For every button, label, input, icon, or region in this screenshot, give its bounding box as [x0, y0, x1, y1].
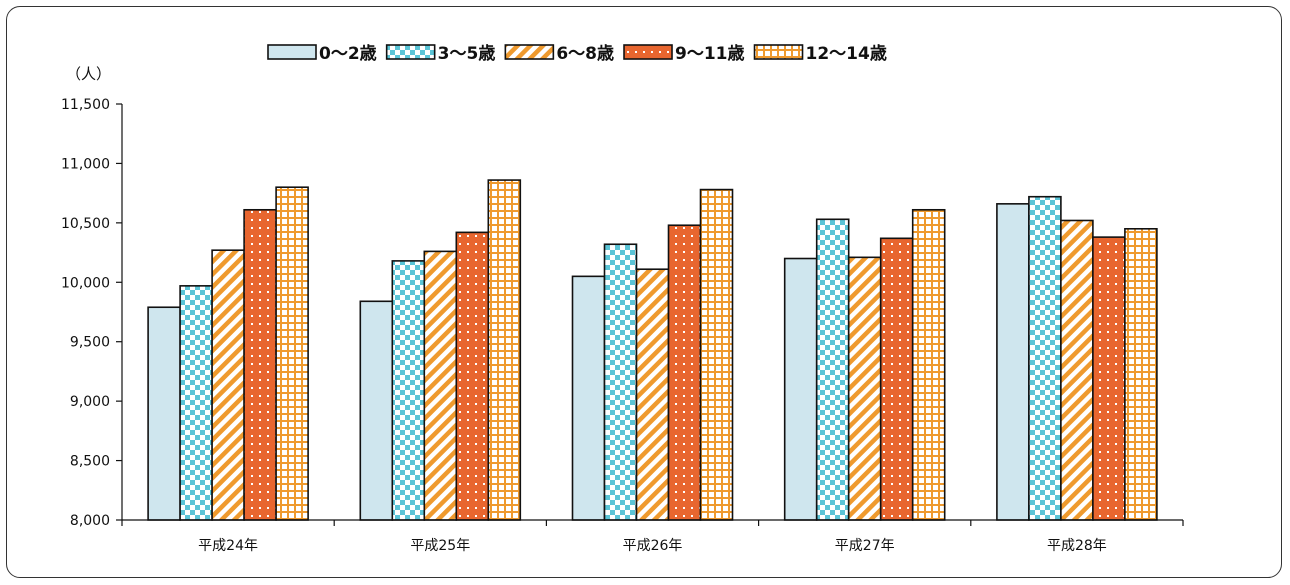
bar	[423, 250, 458, 521]
y-unit-label: （人）	[66, 65, 111, 83]
bar	[487, 179, 522, 521]
x-tick-label: 平成27年	[835, 538, 895, 554]
x-tick-label: 平成26年	[623, 538, 683, 554]
y-tick-label: 9,500	[70, 335, 110, 351]
x-tick-label: 平成25年	[410, 538, 470, 554]
y-tick-label: 10,000	[61, 275, 110, 291]
x-axis: 平成24年 平成25年 平成26年 平成27年 平成28年	[121, 519, 1184, 554]
legend-label: 9～11歳	[675, 43, 745, 64]
bar	[783, 257, 818, 521]
legend-swatch	[267, 44, 317, 60]
bar	[879, 237, 914, 521]
legend-label: 6～8歳	[556, 43, 614, 64]
bar	[275, 186, 309, 521]
bar	[1028, 195, 1062, 521]
y-tick-label: 8,500	[70, 454, 110, 470]
bar	[455, 231, 490, 521]
bar	[1092, 236, 1126, 521]
legend-swatch	[623, 44, 673, 60]
bar	[603, 243, 638, 521]
bar	[179, 285, 213, 521]
bar	[815, 218, 850, 521]
bar	[211, 249, 245, 521]
bar	[391, 260, 426, 521]
bar	[847, 256, 882, 521]
legend-label: 0～2歳	[319, 43, 377, 64]
bar	[699, 188, 734, 521]
bar	[635, 268, 670, 521]
bar	[667, 224, 702, 521]
y-axis: 8,000 8,500 9,000 9,500 10,000 10,500 11,000 11…	[61, 97, 123, 529]
y-tick-label: 9,000	[70, 394, 110, 410]
bar	[243, 208, 277, 521]
y-tick-label: 8,000	[70, 513, 110, 529]
legend-label: 12～14歳	[806, 43, 887, 64]
bars	[147, 179, 1158, 521]
x-tick-label: 平成28年	[1047, 538, 1107, 554]
legend-swatch	[385, 44, 436, 60]
legend-swatch	[753, 44, 804, 60]
y-tick-label: 11,000	[61, 156, 110, 172]
legend-swatch	[504, 44, 555, 60]
bar	[359, 300, 394, 521]
x-tick-label: 平成24年	[198, 538, 258, 554]
bar	[1060, 219, 1094, 521]
legend: 0～2歳 3～5歳 6～8歳 9～11歳 12～14歳	[267, 43, 887, 64]
y-tick-label: 11,500	[61, 97, 110, 113]
bar	[1124, 228, 1158, 521]
y-tick-label: 10,500	[61, 216, 110, 232]
bar	[147, 306, 181, 521]
legend-label: 3～5歳	[438, 43, 496, 64]
bar	[996, 203, 1030, 521]
bar	[911, 208, 946, 521]
bar	[571, 275, 606, 521]
